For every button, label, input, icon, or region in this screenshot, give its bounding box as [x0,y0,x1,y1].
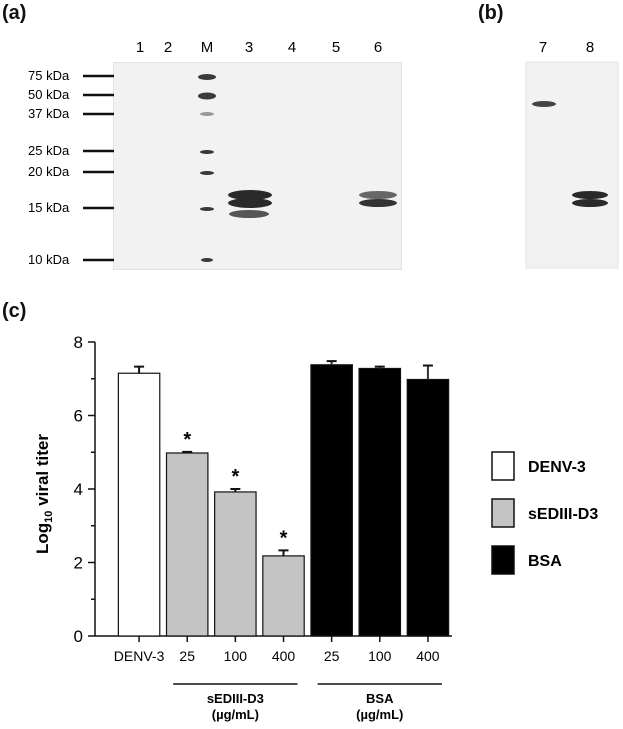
lane-label-M: M [201,39,214,56]
panel-b-label: (b) [478,2,504,24]
lane-label-4: 4 [288,39,296,56]
bar [262,555,305,637]
legend-label: BSA [528,553,562,570]
bar [406,378,450,637]
viral-titer-chart: * * * 0 2 4 6 8 DENV-3 25 100 400 25 100 400 sEDIII-D3… [33,333,598,722]
lane-7-bands [532,101,556,107]
legend-swatch [491,498,515,528]
marker-15: 15 kDa [28,200,70,215]
lane-8-bands [572,191,608,207]
significance-mark: * [280,527,288,549]
lane-label-6: 6 [374,39,382,56]
group-unit-label: (µg/mL) [212,707,259,722]
lane-label-8: 8 [586,39,594,56]
gel-a-overlay: 1 2 M 3 4 5 6 75 kDa 50 kDa 37 kDa 25 kD… [28,39,619,269]
lane-label-2: 2 [164,39,172,56]
legend-label: sEDIII-D3 [528,506,598,523]
marker-20: 20 kDa [28,164,70,179]
gel-a [113,62,402,270]
x-tick-label: 100 [224,648,248,664]
y-tick-label: 0 [74,627,83,646]
group-unit-label: (µg/mL) [356,707,403,722]
panel-c-label: (c) [2,300,27,322]
marker-75: 75 kDa [28,68,70,83]
bar [214,491,257,637]
bar [117,372,161,637]
y-tick-label: 8 [74,333,83,352]
group-label: sEDIII-D3 [207,691,264,706]
significance-mark: * [231,466,239,488]
group-label: BSA [366,691,394,706]
y-tick-label: 2 [74,554,83,573]
bar [165,452,209,637]
lane-label-3: 3 [245,39,253,56]
lane-3-bands [228,190,272,218]
bar [310,364,353,637]
x-tick-label: DENV-3 [114,648,165,664]
marker-50: 50 kDa [28,87,70,102]
y-tick-label: 4 [74,480,83,499]
legend-label: DENV-3 [528,459,586,476]
bar [358,367,402,637]
y-tick-label: 6 [74,407,83,426]
legend-swatch [491,545,515,575]
panel-a-label: (a) [2,2,27,24]
x-tick-label: 25 [324,648,340,664]
lane-label-1: 1 [136,39,144,56]
x-tick-label: 100 [368,648,392,664]
lane-label-7: 7 [539,39,547,56]
significance-mark: * [183,429,191,451]
lane-label-5: 5 [332,39,340,56]
x-tick-label: 400 [272,648,296,664]
y-axis-label: Log10 viral titer [33,434,55,554]
lane-6-bands [359,191,397,207]
chart-legend: DENV-3 sEDIII-D3 BSA [491,451,598,575]
x-tick-label: 25 [179,648,195,664]
x-tick-label: 400 [416,648,440,664]
marker-37: 37 kDa [28,106,70,121]
marker-10: 10 kDa [28,252,70,267]
ladder-bands [198,74,216,262]
gel-b [525,61,619,269]
chart-bars: * * * [117,360,450,637]
legend-swatch [491,451,515,481]
marker-25: 25 kDa [28,143,70,158]
